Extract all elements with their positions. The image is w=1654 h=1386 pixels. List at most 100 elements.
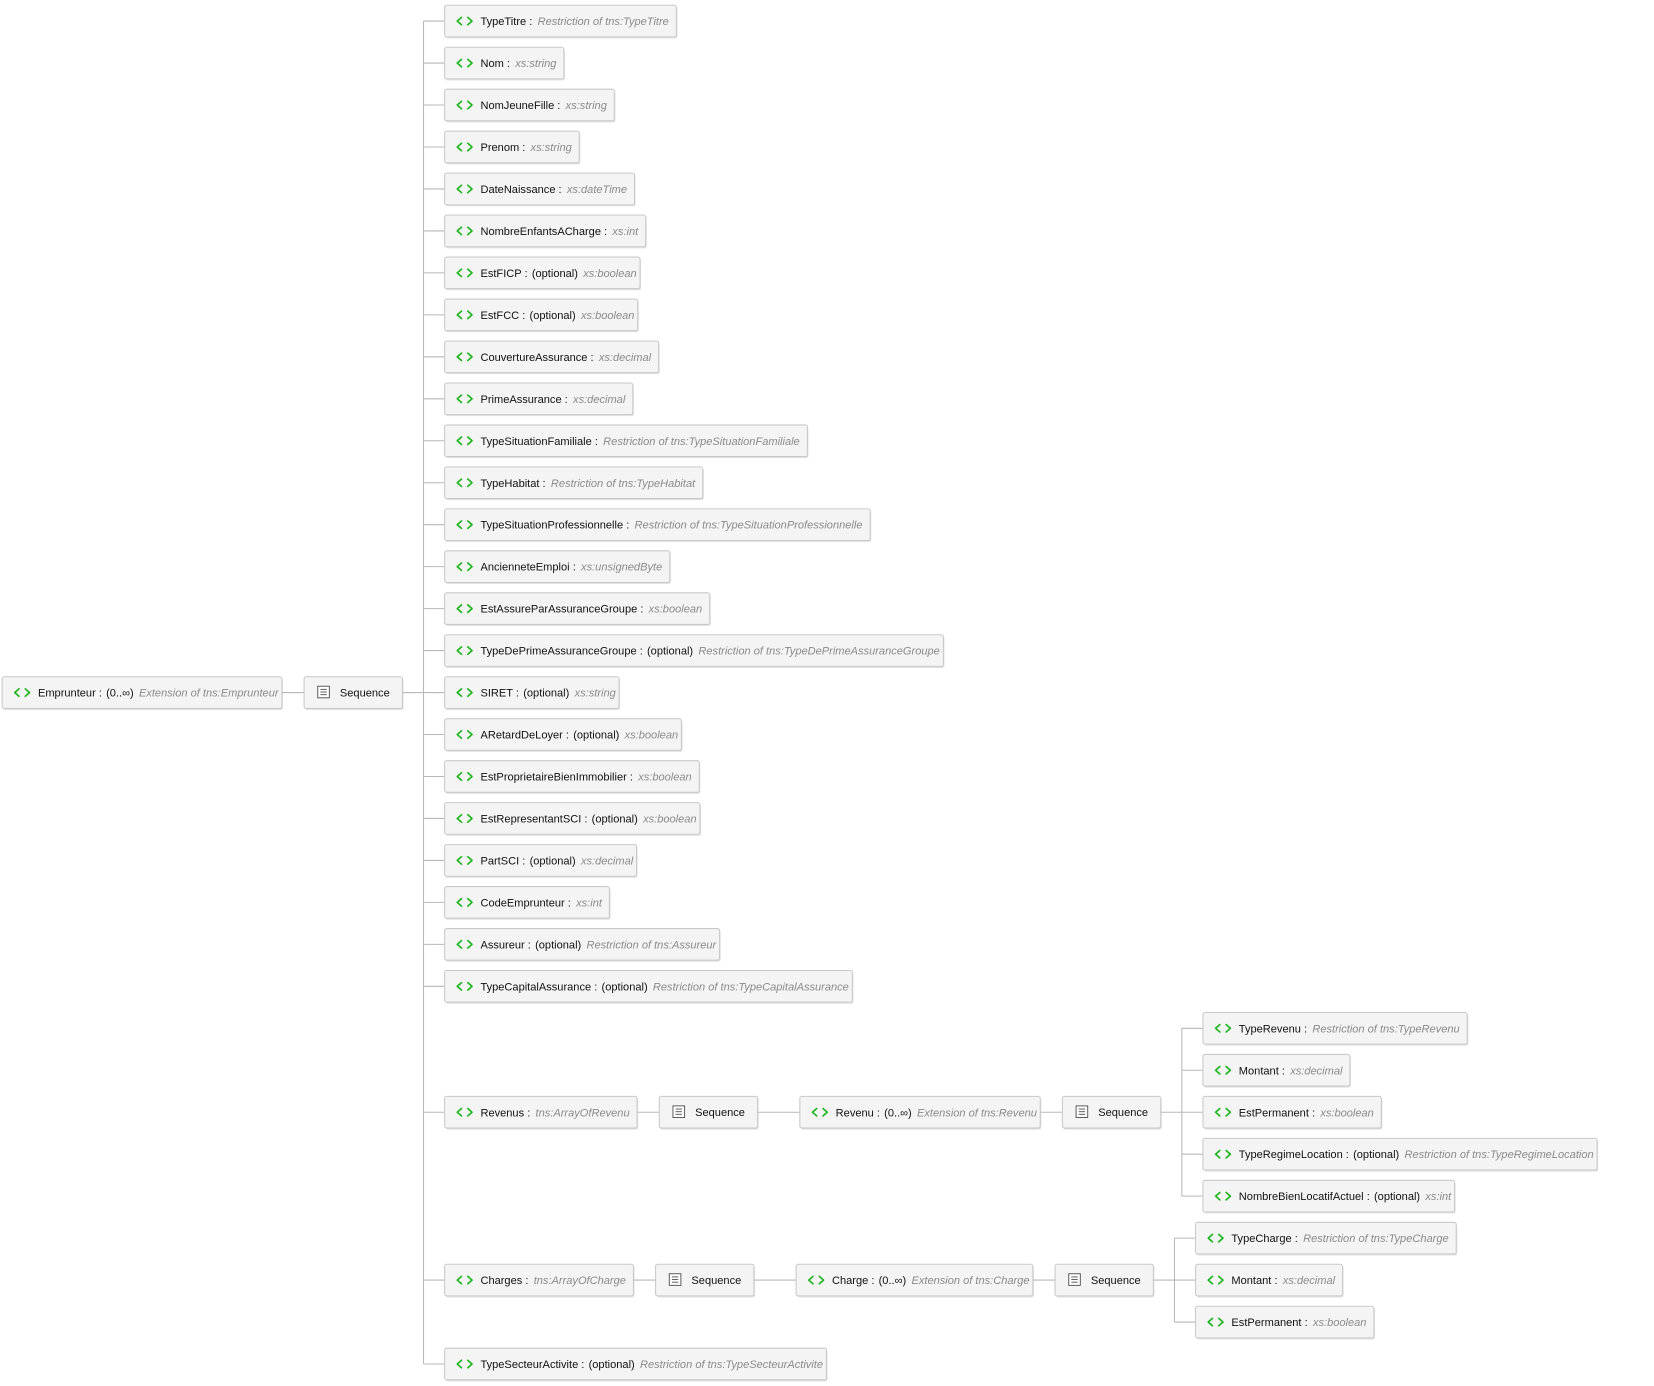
element-node: TypeHabitat : Restriction of tns:TypeHabi…	[444, 466, 704, 501]
sequence-node: Sequence	[1061, 1095, 1162, 1130]
element-label: EstRepresentantSCI : (optional) xs:boolean	[480, 813, 696, 825]
element-node: SIRET : (optional) xs:string	[444, 676, 621, 710]
element-box	[1202, 1011, 1468, 1045]
element-node: TypeSecteurActivite : (optional) Restricti…	[444, 1347, 828, 1382]
element-name: TypeRevenu :	[1239, 1023, 1307, 1035]
element-type: xs:int	[611, 226, 639, 238]
sequence-node: Sequence	[655, 1263, 756, 1298]
element-icon	[456, 562, 473, 572]
element-label: TypeRegimeLocation : (optional) Restrictio…	[1239, 1149, 1594, 1161]
element-icon	[456, 394, 473, 404]
element-node: PrimeAssurance : xs:decimal	[444, 382, 634, 417]
element-label: SIRET : (optional) xs:string	[480, 688, 616, 700]
element-icon	[456, 520, 473, 530]
element-label: TypeTitre : Restriction of tns:TypeTitre	[480, 16, 668, 28]
element-type: Restriction of tns:TypeRevenu	[1312, 1023, 1459, 1035]
element-label: NomJeuneFille : xs:string	[480, 100, 607, 112]
sequence-label: Sequence	[695, 1107, 745, 1119]
element-name: EstFICP :	[480, 268, 527, 280]
element-box	[444, 928, 721, 961]
element-node: TypeCharge : Restriction of tns:TypeCharg…	[1195, 1221, 1458, 1256]
element-name: Prenom :	[480, 142, 525, 154]
element-node: ARetardDeLoyer : (optional) xs:boolean	[444, 718, 683, 752]
element-box	[444, 676, 620, 709]
element-label: Montant : xs:decimal	[1239, 1065, 1343, 1077]
element-node: Montant : xs:decimal	[1195, 1263, 1344, 1298]
element-icon	[456, 436, 473, 446]
element-icon	[456, 58, 473, 68]
element-label: Revenu : (0..∞) Extension of tns:Revenu	[836, 1107, 1037, 1119]
element-label: TypeDePrimeAssuranceGroupe : (optional) Re…	[480, 646, 939, 658]
element-qualifier: (0..∞)	[884, 1107, 912, 1119]
element-box	[1195, 1221, 1457, 1255]
element-label: EstPermanent : xs:boolean	[1231, 1317, 1366, 1329]
element-name: NombreEnfantsACharge :	[480, 226, 607, 238]
element-name: EstPermanent :	[1239, 1107, 1315, 1119]
element-name: TypeHabitat :	[480, 478, 545, 490]
element-label: TypeRevenu : Restriction of tns:TypeReven…	[1239, 1023, 1460, 1035]
element-type: xs:string	[574, 688, 617, 700]
element-node: AncienneteEmploi : xs:unsignedByte	[444, 550, 671, 585]
element-name: EstAssureParAssuranceGroupe :	[480, 604, 643, 616]
element-name: Assureur :	[480, 939, 530, 951]
element-box	[444, 256, 641, 290]
element-name: SIRET :	[480, 688, 519, 700]
element-box	[1195, 1305, 1375, 1339]
element-box	[444, 844, 638, 877]
element-box	[444, 592, 711, 625]
element-icon	[456, 897, 473, 907]
element-type: Restriction of tns:TypeSituationFamilial…	[603, 436, 800, 448]
element-box	[1202, 1095, 1382, 1129]
element-label: AncienneteEmploi : xs:unsignedByte	[480, 562, 662, 574]
sequence-node: Sequence	[1054, 1263, 1155, 1298]
element-icon	[13, 688, 31, 698]
element-box	[444, 172, 636, 206]
element-label: NombreBienLocatifActuel : (optional) xs:in…	[1239, 1191, 1452, 1203]
element-qualifier: (optional)	[602, 981, 648, 993]
element-icon	[1214, 1191, 1232, 1201]
element-name: TypeCharge :	[1231, 1233, 1297, 1245]
element-label: Montant : xs:decimal	[1231, 1275, 1335, 1287]
element-type: Restriction of tns:TypeCharge	[1303, 1233, 1449, 1245]
element-node: Nom : xs:string	[444, 46, 565, 81]
element-label: TypeSituationProfessionnelle : Restrictio…	[480, 520, 862, 532]
element-label: CouvertureAssurance : xs:decimal	[480, 352, 651, 364]
element-node: PartSCI : (optional) xs:decimal	[444, 844, 638, 878]
element-label: PrimeAssurance : xs:decimal	[480, 394, 625, 406]
element-qualifier: (0..∞)	[106, 688, 134, 700]
element-name: Revenus :	[480, 1107, 530, 1119]
element-name: TypeSecteurActivite :	[480, 1359, 584, 1371]
element-node: TypeRevenu : Restriction of tns:TypeReven…	[1202, 1011, 1469, 1046]
element-icon	[1214, 1107, 1232, 1117]
element-type: xs:boolean	[582, 268, 637, 280]
element-name: TypeSituationProfessionnelle :	[480, 520, 629, 532]
element-label: PartSCI : (optional) xs:decimal	[480, 855, 633, 867]
element-label: EstPermanent : xs:boolean	[1239, 1107, 1374, 1119]
element-icon	[456, 771, 473, 782]
element-type: Restriction of tns:TypeSecteurActivite	[640, 1359, 823, 1371]
element-node: EstProprietaireBienImmobilier : xs:boolea…	[444, 760, 701, 794]
element-icon	[456, 813, 473, 823]
element-box	[444, 46, 565, 80]
element-node: EstRepresentantSCI : (optional) xs:boolean	[444, 802, 701, 836]
element-box	[444, 634, 944, 667]
element-name: Charge :	[832, 1275, 874, 1287]
element-label: TypeHabitat : Restriction of tns:TypeHabi…	[480, 478, 696, 490]
element-box	[444, 340, 660, 374]
element-name: TypeTitre :	[480, 16, 532, 28]
element-node: Revenu : (0..∞) Extension of tns:Revenu	[799, 1095, 1042, 1130]
element-type: xs:decimal	[1282, 1275, 1336, 1287]
element-icon	[456, 981, 473, 991]
element-name: CouvertureAssurance :	[480, 352, 593, 364]
element-icon	[1214, 1149, 1232, 1159]
element-icon	[1207, 1275, 1224, 1285]
element-name: TypeCapitalAssurance :	[480, 981, 597, 993]
element-name: Montant :	[1231, 1275, 1277, 1287]
element-type: xs:boolean	[1319, 1107, 1374, 1119]
element-label: ARetardDeLoyer : (optional) xs:boolean	[480, 729, 678, 741]
element-label: EstProprietaireBienImmobilier : xs:boolea…	[480, 771, 691, 783]
element-qualifier: (optional)	[530, 855, 576, 867]
element-box	[444, 4, 677, 38]
element-icon	[456, 16, 473, 26]
